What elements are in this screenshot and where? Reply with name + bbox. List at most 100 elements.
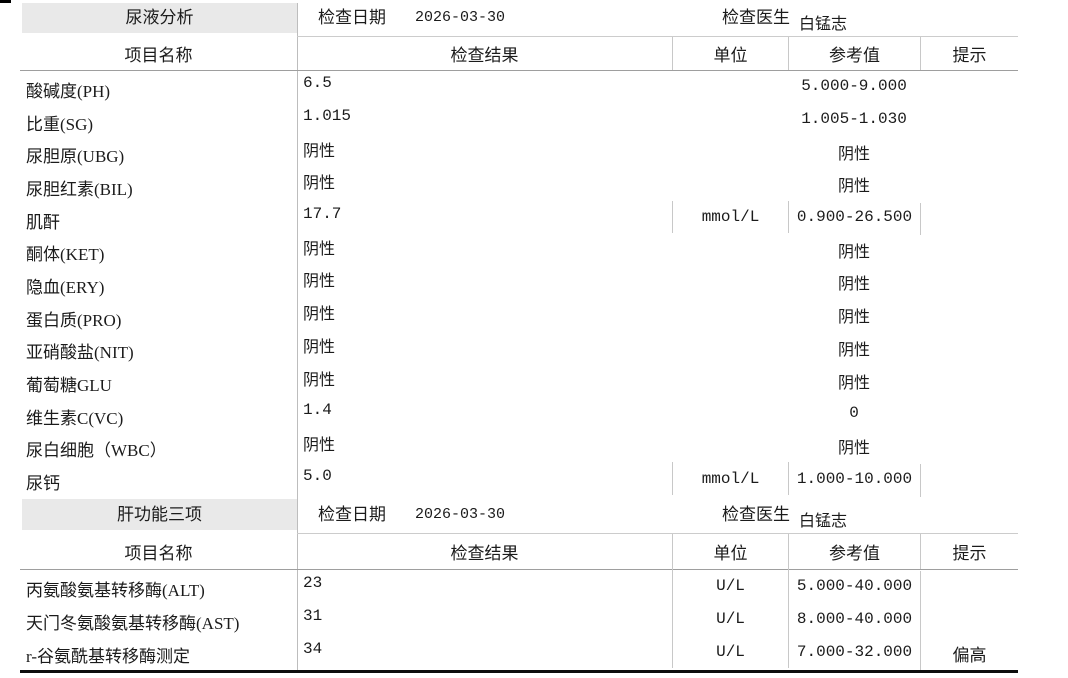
hint-cell — [920, 268, 1018, 301]
unit-cell — [672, 168, 788, 201]
hint-cell — [920, 72, 1018, 105]
hint-cell — [920, 464, 1018, 497]
table-row: 尿白细胞（WBC） 阴性 阴性 — [20, 432, 1018, 465]
item-name-cell: 天门冬氨酸氨基转移酶(AST) — [26, 614, 240, 633]
item-name-cell: 隐血(ERY) — [26, 277, 105, 297]
table-row: 尿胆原(UBG) 阴性 阴性 — [20, 137, 1018, 170]
result-cell: 阴性 — [303, 273, 336, 292]
exam-date-value: 2026-03-30 — [415, 506, 506, 523]
header-top-line — [297, 36, 1018, 37]
col-header-result: 检查结果 — [450, 46, 519, 65]
item-name-cell: 维生素C(VC) — [26, 408, 124, 428]
col-header-hint: 提示 — [920, 534, 1018, 569]
exam-date-value: 2026-03-30 — [415, 9, 506, 26]
ref-cell: 0.900-26.500 — [788, 200, 920, 234]
ref-cell: 阴性 — [837, 145, 870, 164]
col-header-name: 项目名称 — [124, 544, 193, 563]
result-cell: 阴性 — [303, 436, 336, 455]
item-name-cell: 尿胆原(UBG) — [26, 147, 125, 167]
urine-table-body: 酸碱度(PH) 6.5 5.000-9.000 比重(SG) 1.015 1.0… — [20, 72, 1018, 497]
table-row: 天门冬氨酸氨基转移酶(AST) 31 U/L 8.000-40.000 — [20, 602, 1018, 637]
ref-cell: 7.000-32.000 — [788, 635, 920, 668]
item-name-cell: 酸碱度(PH) — [26, 81, 111, 101]
table-row: 酸碱度(PH) 6.5 5.000-9.000 — [20, 72, 1018, 105]
table-row: 葡萄糖GLU 阴性 阴性 — [20, 366, 1018, 399]
unit-cell — [672, 135, 788, 168]
table-row: r-谷氨酰基转移酶测定 34 U/L 7.000-32.000 偏高 — [20, 635, 1018, 670]
hint-cell — [920, 137, 1018, 170]
unit-cell — [672, 397, 788, 430]
ref-cell: 5.000-9.000 — [801, 77, 907, 96]
item-name-cell: 蛋白质(PRO) — [26, 310, 122, 330]
header-bottom-line — [20, 70, 1018, 71]
unit-cell — [672, 364, 788, 397]
table-row: 肌酐 17.7 mmol/L 0.900-26.500 — [20, 200, 1018, 236]
result-cell: 阴性 — [303, 306, 336, 325]
result-cell: 1.4 — [303, 401, 332, 420]
ref-cell: 阴性 — [837, 178, 870, 197]
ref-cell: 阴性 — [837, 309, 870, 328]
ref-cell: 1.000-10.000 — [788, 462, 920, 495]
result-cell: 阴性 — [303, 338, 336, 357]
exam-doctor-value: 白锰志 — [799, 513, 848, 530]
ref-cell: 阴性 — [837, 439, 870, 458]
item-name-cell: 葡萄糖GLU — [26, 376, 112, 396]
exam-date-label: 检查日期 — [318, 505, 386, 524]
header-top-line — [297, 533, 1018, 534]
hint-cell — [920, 235, 1018, 268]
item-name-cell: 尿白细胞（WBC） — [26, 441, 167, 461]
ref-cell: 5.000-40.000 — [788, 569, 920, 602]
header-bottom-line — [20, 569, 1018, 570]
result-cell: 34 — [303, 639, 323, 658]
item-name-cell: 酮体(KET) — [26, 245, 105, 265]
ref-cell: 8.000-40.000 — [788, 602, 920, 635]
unit-cell — [672, 103, 788, 136]
item-name-cell: 尿钙 — [26, 474, 60, 494]
table-row: 丙氨酸氨基转移酶(ALT) 23 U/L 5.000-40.000 — [20, 569, 1018, 604]
hint-cell — [920, 432, 1018, 465]
hint-cell — [920, 170, 1018, 203]
unit-cell: mmol/L — [672, 200, 788, 234]
ref-cell: 阴性 — [837, 243, 870, 262]
unit-cell: U/L — [672, 635, 788, 668]
table-vertical-divider — [297, 3, 298, 670]
result-cell: 阴性 — [303, 142, 336, 161]
unit-cell — [672, 233, 788, 266]
table-row: 酮体(KET) 阴性 阴性 — [20, 235, 1018, 268]
unit-cell: mmol/L — [672, 462, 788, 495]
hint-cell — [920, 604, 1018, 637]
col-header-unit: 单位 — [672, 37, 788, 70]
result-cell: 阴性 — [303, 240, 336, 259]
hint-cell — [920, 571, 1018, 604]
liver-table-body: 丙氨酸氨基转移酶(ALT) 23 U/L 5.000-40.000 天门冬氨酸氨… — [20, 569, 1018, 670]
unit-cell: U/L — [672, 569, 788, 602]
col-header-hint: 提示 — [920, 37, 1018, 70]
item-name-cell: r-谷氨酰基转移酶测定 — [26, 647, 190, 666]
col-header-ref: 参考值 — [788, 37, 920, 70]
col-header-unit: 单位 — [672, 534, 788, 569]
unit-cell: U/L — [672, 602, 788, 635]
section-title: 尿液分析 — [22, 3, 297, 33]
hint-cell — [920, 105, 1018, 138]
column-header-row: 项目名称 检查结果 单位 参考值 提示 — [20, 37, 1018, 70]
result-cell: 23 — [303, 573, 323, 592]
unit-cell — [672, 266, 788, 299]
table-row: 维生素C(VC) 1.4 0 — [20, 399, 1018, 432]
table-bottom-rule — [20, 670, 1018, 673]
unit-cell — [672, 430, 788, 463]
col-header-ref: 参考值 — [788, 534, 920, 569]
item-name-cell: 肌酐 — [26, 212, 60, 232]
result-cell: 6.5 — [303, 74, 332, 93]
col-header-result: 检查结果 — [450, 544, 519, 563]
item-name-cell: 尿胆红素(BIL) — [26, 179, 133, 199]
result-cell: 阴性 — [303, 175, 336, 194]
item-name-cell: 比重(SG) — [26, 114, 94, 134]
result-cell: 5.0 — [303, 466, 332, 485]
hint-cell — [920, 399, 1018, 432]
ref-cell: 阴性 — [837, 341, 870, 360]
section-title: 肝功能三项 — [22, 499, 297, 530]
unit-cell — [672, 70, 788, 103]
ref-cell: 阴性 — [837, 276, 870, 295]
hint-cell — [920, 334, 1018, 367]
